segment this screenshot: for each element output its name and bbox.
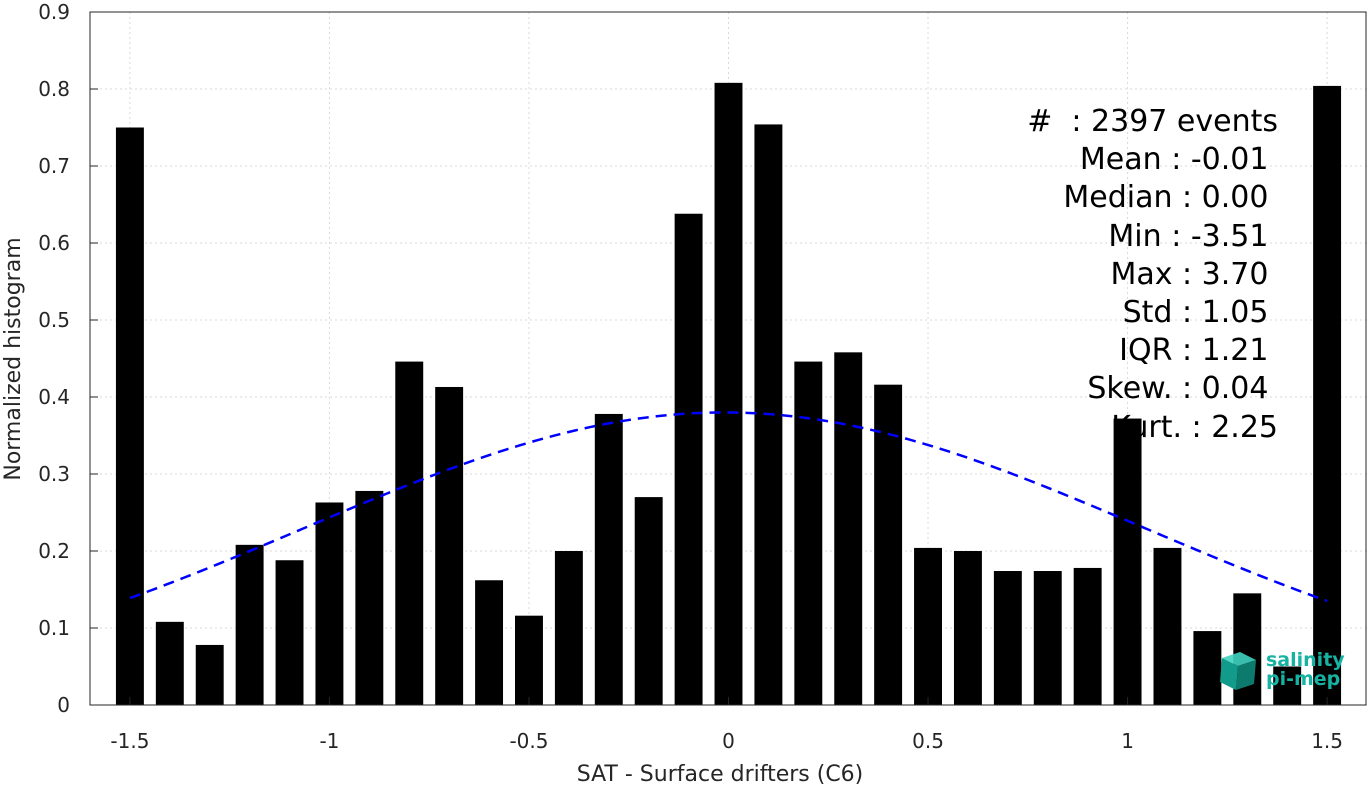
bar-14 — [674, 213, 703, 706]
bar-12 — [594, 413, 623, 705]
bar-1 — [155, 621, 184, 705]
salinity-pimep-logo: salinity pi-mep — [1218, 648, 1348, 696]
x-axis-label: SAT - Surface drifters (C6) — [577, 762, 864, 785]
x-tick-label-5: 1 — [1121, 729, 1134, 753]
bar-10 — [515, 615, 543, 705]
bar-2 — [195, 644, 224, 705]
logo-line2: pi-mep — [1266, 668, 1341, 690]
bar-23 — [1033, 571, 1062, 705]
y-tick-label-4: 0.4 — [38, 385, 70, 409]
y-tick-label-9: 0.9 — [38, 0, 70, 24]
bar-24 — [1073, 567, 1102, 705]
bar-29 — [1273, 666, 1302, 705]
y-tick-label-1: 0.1 — [38, 616, 70, 640]
y-tick-label-8: 0.8 — [38, 77, 70, 101]
normal-fit-curve — [129, 411, 1328, 603]
bar-6 — [355, 490, 384, 705]
bar-27 — [1193, 631, 1222, 705]
x-tick-label-2: -0.5 — [509, 729, 548, 753]
bar-5 — [315, 502, 344, 705]
x-tick-label-4: 0.5 — [912, 729, 944, 753]
salinity-cube-icon — [1220, 652, 1256, 690]
bar-11 — [554, 551, 583, 705]
y-tick-label-5: 0.5 — [38, 308, 70, 332]
bar-8 — [435, 386, 464, 705]
x-tick-label-3: 0 — [722, 729, 735, 753]
x-tick-label-6: 1.5 — [1311, 729, 1343, 753]
bar-9 — [475, 580, 504, 705]
y-tick-label-0: 0 — [57, 693, 70, 717]
stat-skew: Skew. : 0.04 — [1087, 371, 1278, 407]
statistics-box: # : 2397 events Mean : -0.01 Median : 0.… — [960, 103, 1278, 447]
logo-line1: salinity — [1266, 649, 1345, 671]
stat-max: Max : 3.70 — [1110, 256, 1278, 292]
y-tick-label-6: 0.6 — [38, 231, 70, 255]
y-tick-label-3: 0.3 — [38, 462, 70, 486]
bar-19 — [874, 384, 903, 705]
bar-4 — [275, 560, 304, 705]
stat-mean: Mean : -0.01 — [1079, 142, 1278, 178]
bar-25 — [1113, 418, 1142, 705]
bar-18 — [834, 352, 863, 705]
bar-3 — [235, 544, 264, 705]
bars — [115, 82, 1342, 706]
y-axis-label: Normalized histogram — [1, 237, 26, 480]
axis-ticks: -1.5 -1 -0.5 0 0.5 1 1.5 0 0.1 0.2 0.3 0.4 0.5 0.6 0.7… — [38, 0, 1343, 753]
bar-15 — [714, 82, 743, 706]
x-tick-label-1: -1 — [319, 729, 339, 753]
stat-events: # : 2397 events — [1027, 104, 1278, 139]
stat-median: Median : 0.00 — [1063, 180, 1278, 216]
bar-0 — [115, 127, 144, 705]
stat-kurt: Kurt. : 2.25 — [1111, 409, 1278, 445]
bar-20 — [914, 547, 942, 705]
bar-7 — [395, 361, 424, 705]
x-tick-label-0: -1.5 — [110, 729, 149, 753]
stat-iqr: IQR : 1.21 — [1119, 333, 1278, 369]
bar-30 — [1313, 85, 1342, 706]
stat-std: Std : 1.05 — [1122, 295, 1278, 331]
bar-26 — [1153, 547, 1182, 705]
y-tick-label-2: 0.2 — [38, 539, 70, 563]
bar-13 — [634, 497, 663, 705]
stat-min: Min : -3.51 — [1108, 218, 1278, 254]
y-tick-label-7: 0.7 — [38, 154, 70, 178]
bar-22 — [993, 571, 1022, 705]
bar-21 — [953, 551, 982, 705]
bar-17 — [794, 361, 823, 705]
